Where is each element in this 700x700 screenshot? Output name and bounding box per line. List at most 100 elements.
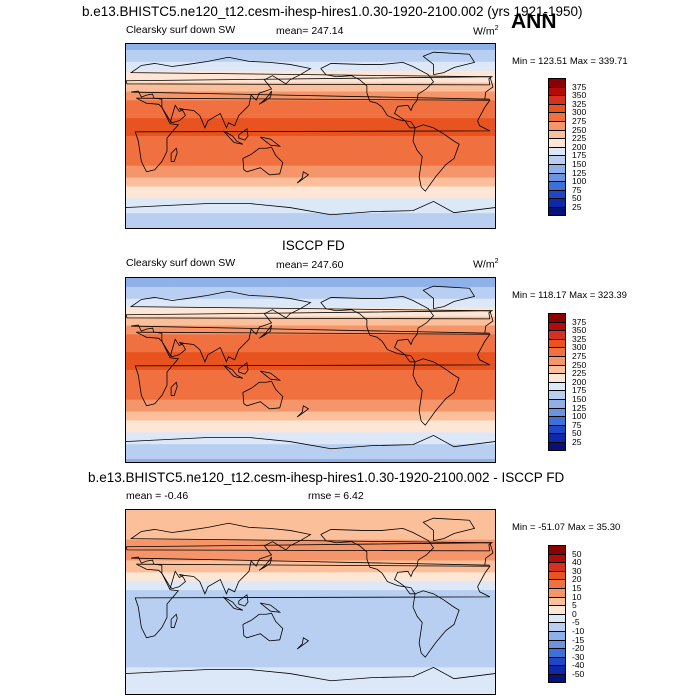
map-band [126, 652, 495, 657]
map-band [126, 171, 495, 176]
colorbar-cell [548, 399, 566, 408]
colorbar-cell [548, 129, 566, 139]
map-band [126, 590, 495, 594]
colorbar-frame [548, 78, 566, 216]
map-band [126, 352, 495, 356]
map-band [126, 602, 495, 606]
map-band [126, 584, 495, 588]
map-band [126, 405, 495, 410]
map-band [126, 539, 495, 544]
coastline [320, 295, 435, 363]
panel1-mean-label: mean= 247.14 [276, 25, 344, 37]
colorbar-cell [548, 321, 566, 331]
colorbar-tick-label: 275 [572, 351, 587, 361]
map-band [126, 174, 495, 179]
colorbar-tick-label: 350 [572, 90, 587, 101]
map-band [126, 180, 495, 185]
coastline [238, 594, 249, 607]
colorbar-cell [548, 562, 566, 571]
map-band [126, 115, 495, 119]
colorbar-cell [548, 433, 566, 442]
coastline [320, 527, 435, 595]
coastline [258, 556, 272, 571]
map-band [126, 646, 495, 651]
map-band [126, 361, 495, 365]
colorbar-cell [548, 103, 566, 113]
coastline [320, 61, 435, 129]
map-band [126, 378, 495, 383]
map-band [126, 384, 495, 389]
colorbar-tick-label: 75 [572, 419, 582, 430]
map-band [126, 607, 495, 612]
colorbar-tick-label: 375 [572, 81, 587, 92]
colorbar-cell [548, 338, 566, 348]
coastline [412, 358, 460, 426]
coastline [169, 338, 184, 357]
colorbar-cell [548, 579, 566, 588]
map-band [126, 189, 495, 193]
map-band [126, 301, 495, 306]
colorbar-cell [548, 407, 566, 417]
map-band [126, 631, 495, 636]
colorbar-cell [548, 138, 566, 147]
map-band [126, 628, 495, 633]
colorbar-cell [548, 442, 566, 451]
map-band [126, 328, 495, 333]
map-band [126, 447, 495, 451]
coastline [169, 570, 184, 589]
panel2-map [125, 277, 496, 463]
map-band [126, 183, 495, 188]
map-band [126, 420, 495, 425]
map-band [126, 453, 495, 457]
map-band [126, 524, 495, 529]
map-band [126, 372, 495, 377]
panel3-map [125, 509, 496, 695]
map-band [126, 141, 495, 146]
map-band [126, 100, 495, 104]
coastline [170, 613, 178, 628]
map-band [126, 44, 495, 48]
map-band [126, 581, 495, 585]
colorbar-cell [548, 313, 566, 322]
colorbar-tick-label: 300 [572, 107, 587, 118]
coastline [296, 171, 310, 184]
map-band [126, 207, 495, 211]
map-field-2 [126, 510, 495, 694]
colorbar-tick-label: 50 [572, 193, 582, 204]
map-band [126, 204, 495, 208]
colorbar-tick-label: 375 [572, 316, 587, 327]
map-band [126, 566, 495, 570]
colorbar-cell [548, 390, 566, 399]
coastline [238, 128, 249, 141]
map-band [126, 64, 495, 69]
map-band [126, 527, 495, 532]
map-band [126, 73, 495, 78]
colorbar-tick-label: 325 [572, 98, 587, 109]
map-band [126, 49, 495, 54]
map-band [126, 393, 495, 398]
map-band [126, 58, 495, 63]
map-band [126, 572, 495, 576]
map-band [126, 450, 495, 454]
map-band [126, 52, 495, 57]
coastline [242, 146, 284, 176]
coastline [422, 51, 476, 76]
colorbar-tick-label: -20 [572, 643, 585, 654]
coastline [296, 405, 310, 418]
map-band [126, 649, 495, 654]
map-band [126, 426, 495, 430]
map-band [126, 343, 495, 347]
coastline [238, 362, 249, 375]
map-band [126, 292, 495, 297]
map-band [126, 551, 495, 556]
map-band [126, 685, 495, 689]
colorbar-tick-label: -5 [572, 617, 580, 628]
map-band [126, 619, 495, 624]
map-band [126, 283, 495, 288]
map-band [126, 192, 495, 196]
panel3-rmse-label: rmse = 6.42 [308, 490, 364, 502]
map-band [126, 79, 495, 84]
coastline [170, 147, 178, 162]
map-band [126, 177, 495, 182]
map-band [126, 61, 495, 66]
